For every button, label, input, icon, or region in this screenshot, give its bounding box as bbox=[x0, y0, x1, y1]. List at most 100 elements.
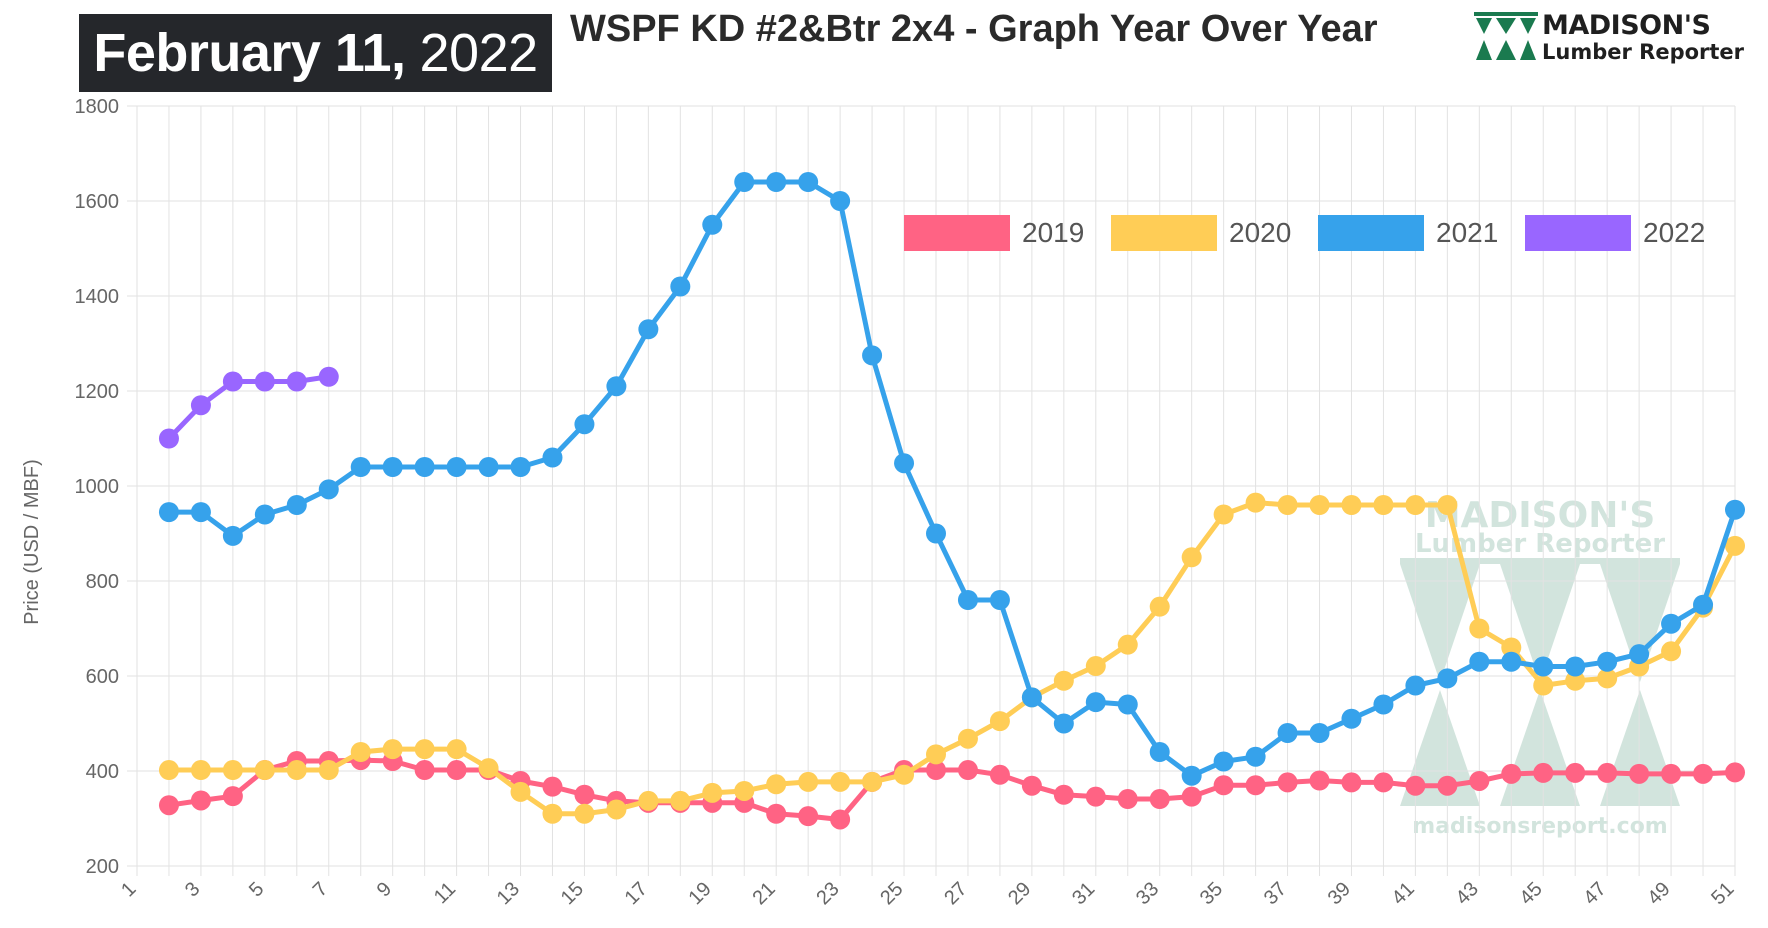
data-point-2021[interactable] bbox=[1661, 613, 1682, 634]
data-point-2020[interactable] bbox=[638, 790, 659, 811]
data-point-2021[interactable] bbox=[766, 172, 787, 192]
data-point-2021[interactable] bbox=[638, 319, 659, 340]
data-point-2021[interactable] bbox=[1309, 723, 1330, 743]
data-point-2019[interactable] bbox=[542, 776, 563, 797]
data-point-2020[interactable] bbox=[1437, 495, 1458, 515]
data-point-2020[interactable] bbox=[670, 790, 691, 811]
data-point-2021[interactable] bbox=[478, 457, 499, 477]
data-point-2019[interactable] bbox=[1661, 763, 1682, 784]
data-point-2019[interactable] bbox=[1149, 789, 1170, 810]
data-point-2020[interactable] bbox=[286, 760, 307, 781]
data-point-2021[interactable] bbox=[1501, 651, 1522, 672]
data-point-2021[interactable] bbox=[542, 447, 563, 468]
data-point-2020[interactable] bbox=[702, 782, 723, 803]
data-point-2020[interactable] bbox=[382, 739, 403, 760]
data-point-2020[interactable] bbox=[1053, 670, 1074, 691]
data-point-2022[interactable] bbox=[318, 366, 339, 387]
data-point-2021[interactable] bbox=[1277, 723, 1298, 743]
data-point-2021[interactable] bbox=[606, 376, 627, 397]
data-point-2020[interactable] bbox=[606, 799, 627, 820]
data-point-2021[interactable] bbox=[1597, 651, 1618, 672]
data-point-2021[interactable] bbox=[1725, 499, 1745, 520]
data-point-2019[interactable] bbox=[830, 809, 851, 830]
data-point-2019[interactable] bbox=[190, 790, 211, 811]
data-point-2021[interactable] bbox=[1437, 668, 1458, 689]
data-point-2020[interactable] bbox=[989, 711, 1010, 732]
data-point-2021[interactable] bbox=[862, 345, 883, 366]
data-point-2020[interactable] bbox=[446, 739, 467, 760]
data-point-2020[interactable] bbox=[1213, 504, 1234, 525]
data-point-2021[interactable] bbox=[798, 172, 819, 192]
data-point-2021[interactable] bbox=[989, 590, 1010, 610]
data-point-2019[interactable] bbox=[957, 760, 978, 781]
data-point-2021[interactable] bbox=[1405, 675, 1426, 696]
data-point-2020[interactable] bbox=[1533, 675, 1554, 696]
data-point-2021[interactable] bbox=[1629, 644, 1650, 665]
data-point-2020[interactable] bbox=[1501, 637, 1522, 658]
data-point-2022[interactable] bbox=[254, 371, 275, 392]
data-point-2021[interactable] bbox=[1469, 651, 1490, 672]
data-point-2021[interactable] bbox=[318, 479, 339, 500]
data-point-2019[interactable] bbox=[222, 786, 243, 807]
data-point-2021[interactable] bbox=[1373, 694, 1394, 715]
data-point-2019[interactable] bbox=[446, 760, 467, 781]
data-point-2021[interactable] bbox=[926, 523, 946, 544]
data-point-2019[interactable] bbox=[1213, 775, 1234, 796]
data-point-2022[interactable] bbox=[222, 371, 243, 392]
data-point-2019[interactable] bbox=[766, 803, 787, 824]
data-point-2021[interactable] bbox=[1053, 713, 1074, 734]
data-point-2020[interactable] bbox=[1405, 495, 1426, 515]
data-point-2021[interactable] bbox=[1565, 656, 1586, 677]
data-point-2021[interactable] bbox=[286, 495, 307, 515]
data-point-2021[interactable] bbox=[957, 590, 978, 610]
data-point-2020[interactable] bbox=[862, 771, 883, 792]
data-point-2021[interactable] bbox=[414, 457, 435, 477]
data-point-2021[interactable] bbox=[830, 191, 851, 211]
data-point-2021[interactable] bbox=[670, 276, 691, 297]
data-point-2020[interactable] bbox=[926, 744, 946, 765]
data-point-2020[interactable] bbox=[830, 771, 851, 792]
data-point-2019[interactable] bbox=[1725, 762, 1745, 783]
data-point-2021[interactable] bbox=[158, 502, 179, 523]
data-point-2019[interactable] bbox=[1597, 762, 1618, 783]
data-point-2021[interactable] bbox=[1149, 742, 1170, 762]
data-point-2020[interactable] bbox=[1277, 495, 1298, 515]
data-point-2020[interactable] bbox=[1117, 634, 1138, 655]
data-point-2020[interactable] bbox=[766, 774, 787, 795]
data-point-2019[interactable] bbox=[1021, 775, 1042, 796]
data-point-2021[interactable] bbox=[702, 214, 723, 235]
data-point-2019[interactable] bbox=[1117, 789, 1138, 810]
data-point-2021[interactable] bbox=[1117, 694, 1138, 715]
data-point-2021[interactable] bbox=[734, 172, 755, 192]
data-point-2021[interactable] bbox=[1245, 746, 1266, 767]
data-point-2021[interactable] bbox=[510, 457, 531, 477]
data-point-2020[interactable] bbox=[1149, 596, 1170, 617]
data-point-2020[interactable] bbox=[1181, 547, 1202, 568]
data-point-2021[interactable] bbox=[350, 457, 371, 477]
data-point-2020[interactable] bbox=[1309, 495, 1330, 515]
data-point-2019[interactable] bbox=[1405, 775, 1426, 796]
data-point-2019[interactable] bbox=[574, 784, 595, 805]
data-point-2019[interactable] bbox=[1341, 772, 1362, 793]
data-point-2020[interactable] bbox=[1725, 535, 1745, 556]
data-point-2020[interactable] bbox=[1341, 495, 1362, 515]
data-point-2021[interactable] bbox=[190, 502, 211, 523]
data-point-2019[interactable] bbox=[1085, 786, 1106, 807]
data-point-2020[interactable] bbox=[158, 760, 179, 781]
data-point-2020[interactable] bbox=[254, 760, 275, 781]
data-point-2019[interactable] bbox=[1533, 762, 1554, 783]
data-point-2022[interactable] bbox=[190, 395, 211, 416]
data-point-2020[interactable] bbox=[894, 764, 915, 785]
data-point-2020[interactable] bbox=[350, 742, 371, 762]
data-point-2020[interactable] bbox=[1469, 618, 1490, 639]
data-point-2021[interactable] bbox=[222, 525, 243, 546]
data-point-2020[interactable] bbox=[1245, 492, 1266, 513]
data-point-2019[interactable] bbox=[1693, 763, 1714, 784]
data-point-2020[interactable] bbox=[798, 771, 819, 792]
data-point-2019[interactable] bbox=[1181, 786, 1202, 807]
data-point-2021[interactable] bbox=[382, 457, 403, 477]
data-point-2020[interactable] bbox=[510, 781, 531, 802]
data-point-2021[interactable] bbox=[446, 457, 467, 477]
data-point-2020[interactable] bbox=[1565, 670, 1586, 691]
data-point-2019[interactable] bbox=[989, 764, 1010, 785]
